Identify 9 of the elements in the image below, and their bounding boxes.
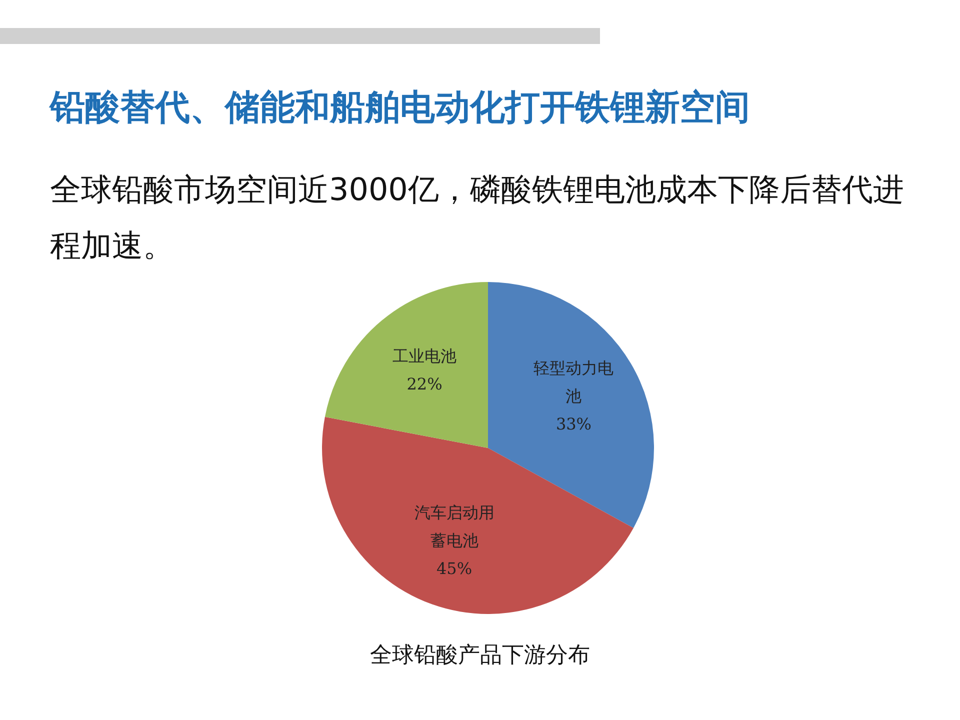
slice-label: 轻型动力电池 xyxy=(534,358,614,406)
data-label: 33% xyxy=(556,414,592,434)
data-label: 45% xyxy=(436,558,472,578)
slice-label: 工业电池 xyxy=(392,346,457,366)
chart-title: 铅酸替代、储能和船舶电动化打开铁锂新空间 xyxy=(50,87,751,130)
chart-subtitle: 全球铅酸市场空间近3000亿，磷酸铁锂电池成本下降后替代进程加速。 xyxy=(50,171,905,266)
text: 全球铅酸产品下游分布 xyxy=(369,642,591,670)
data-label: 22% xyxy=(406,374,442,394)
slice-label: 汽车启动用蓄电池 xyxy=(414,502,494,550)
